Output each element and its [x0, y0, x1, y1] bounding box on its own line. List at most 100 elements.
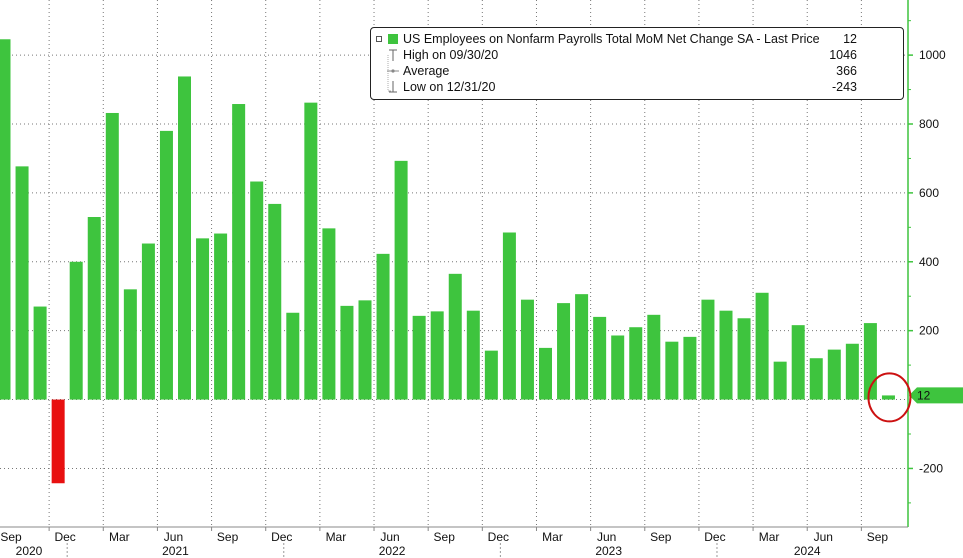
- bar-2022-07: [394, 160, 408, 400]
- y-tick-label: 800: [919, 117, 939, 131]
- y-tick-label: 1000: [919, 48, 946, 62]
- y-tick-label: 600: [919, 186, 939, 200]
- bar-2021-03: [105, 112, 119, 400]
- bar-2024-01: [719, 310, 733, 400]
- legend-row-high: High on 09/30/20 1046: [371, 47, 903, 63]
- x-tick-label: Jun: [597, 530, 616, 544]
- bar-2022-06: [376, 253, 390, 400]
- bar-2024-10: [881, 395, 895, 400]
- x-tick-label: Sep: [0, 530, 22, 544]
- x-tick-label: Sep: [650, 530, 672, 544]
- bar-2022-03: [322, 228, 336, 400]
- x-tick-label: Mar: [759, 530, 780, 544]
- y-tick-label: -200: [919, 461, 943, 475]
- x-tick-label: Jun: [380, 530, 399, 544]
- bar-2021-06: [159, 130, 173, 400]
- y-tick-label: 400: [919, 255, 939, 269]
- x-tick-label: Mar: [326, 530, 347, 544]
- year-label: 2023: [595, 544, 622, 558]
- bar-2022-02: [304, 102, 318, 400]
- bar-2020-09: [0, 39, 11, 400]
- year-label: 2020: [16, 544, 43, 558]
- bar-2022-08: [412, 315, 426, 400]
- bar-2024-07: [827, 349, 841, 400]
- x-tick-label: Sep: [217, 530, 239, 544]
- legend-series-label: US Employees on Nonfarm Payrolls Total M…: [403, 32, 820, 46]
- year-label: 2024: [794, 544, 821, 558]
- x-tick-label: Sep: [867, 530, 889, 544]
- bar-2020-11: [33, 306, 47, 400]
- legend-series-value: 12: [843, 32, 857, 46]
- bar-2021-02: [87, 217, 101, 400]
- legend-row-low: Low on 12/31/20 -243: [371, 79, 903, 95]
- legend-row-series: US Employees on Nonfarm Payrolls Total M…: [371, 31, 903, 47]
- legend-low-label: Low on 12/31/20: [403, 80, 496, 94]
- legend-high-value: 1046: [829, 48, 857, 62]
- bar-2024-02: [737, 318, 751, 400]
- bar-2023-11: [683, 336, 697, 400]
- x-axis: Sep Dec Mar Jun Sep Dec Mar Jun Sep Dec Mar Jun Sep D…: [0, 526, 908, 558]
- bar-2020-12: [51, 399, 65, 484]
- x-tick-label: Dec: [704, 530, 725, 544]
- bar-2023-02: [520, 299, 534, 400]
- x-tick-label: Dec: [488, 530, 509, 544]
- x-tick-label: Mar: [542, 530, 563, 544]
- last-price-marker: [909, 387, 963, 404]
- x-tick-label: Jun: [164, 530, 183, 544]
- x-tick-label: Mar: [109, 530, 130, 544]
- high-marker-icon: [387, 49, 397, 63]
- bar-2023-06: [593, 316, 607, 400]
- bar-2021-08: [196, 238, 210, 400]
- bar-2021-07: [178, 76, 191, 400]
- year-label: 2022: [379, 544, 406, 558]
- year-label: 2021: [162, 544, 189, 558]
- legend-low-value: -243: [831, 80, 857, 94]
- bar-2024-03: [755, 292, 769, 400]
- bar-2022-10: [448, 273, 462, 400]
- last-price-label: 12: [917, 388, 931, 402]
- bar-2023-03: [539, 347, 552, 400]
- bar-2021-04: [123, 289, 137, 400]
- x-tick-label: Dec: [271, 530, 292, 544]
- y-tick-label: 200: [919, 324, 939, 338]
- bar-2021-12: [268, 203, 282, 400]
- bar-2023-05: [575, 294, 589, 400]
- bar-2022-09: [430, 311, 444, 400]
- bar-2023-08: [629, 327, 643, 400]
- bar-2022-11: [466, 310, 480, 400]
- bar-2021-09: [214, 233, 228, 400]
- series-swatch-icon: [388, 34, 398, 44]
- legend-high-label: High on 09/30/20: [403, 48, 499, 62]
- bar-2021-05: [141, 243, 155, 400]
- bar-2023-12: [701, 299, 715, 400]
- average-marker-icon: [387, 63, 399, 79]
- legend-average-label: Average: [403, 64, 450, 78]
- legend-average-value: 366: [836, 64, 857, 78]
- bar-2024-08: [845, 343, 859, 400]
- bar-2022-04: [340, 305, 354, 400]
- bar-2023-07: [611, 335, 625, 400]
- x-tick-label: Dec: [54, 530, 75, 544]
- bar-2022-01: [286, 312, 300, 400]
- bar-2023-09: [647, 314, 661, 400]
- legend-box: US Employees on Nonfarm Payrolls Total M…: [370, 27, 904, 100]
- y-axis: -200 200 400 600 800 1000 12: [907, 0, 963, 527]
- legend-row-average: Average 366: [371, 63, 903, 79]
- bar-2020-10: [15, 166, 29, 400]
- bar-2021-01: [69, 261, 83, 400]
- bar-2022-05: [358, 300, 372, 400]
- x-tick-label: Jun: [814, 530, 833, 544]
- highlight-circle: [867, 372, 912, 423]
- bar-2024-06: [809, 358, 823, 400]
- legend-toggle-icon[interactable]: [376, 36, 382, 42]
- annotations: [867, 372, 912, 423]
- bar-2023-10: [665, 341, 679, 400]
- bars: [0, 39, 895, 484]
- bar-2021-11: [250, 181, 264, 400]
- bar-2022-12: [484, 350, 498, 400]
- low-marker-icon: [387, 79, 397, 93]
- x-tick-label: Sep: [434, 530, 456, 544]
- bar-2024-04: [773, 361, 787, 400]
- bar-2024-05: [791, 325, 805, 400]
